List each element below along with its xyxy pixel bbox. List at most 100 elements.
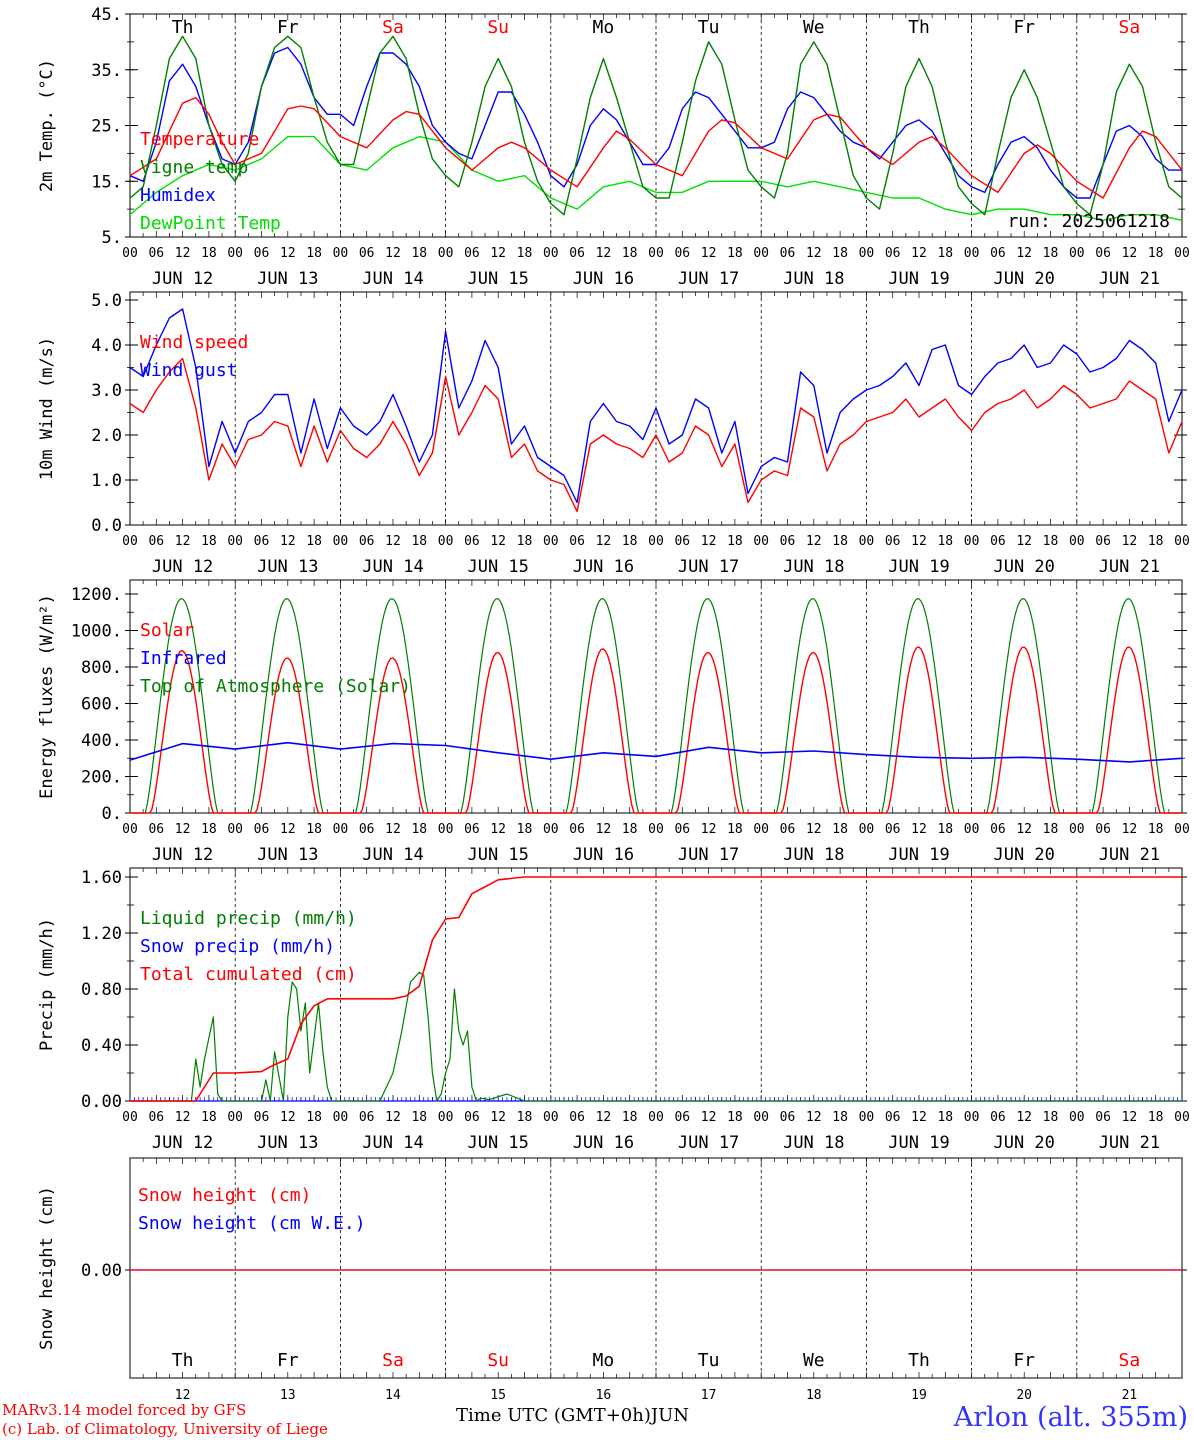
x-hour-tick-label: 12 xyxy=(175,246,191,261)
x-hour-tick-label: 00 xyxy=(543,246,559,261)
x-hour-tick-label: 12 xyxy=(385,246,401,261)
x-hour-tick-label: 06 xyxy=(674,822,690,837)
x-hour-tick-label: 12 xyxy=(701,822,717,837)
x-hour-tick-label: 12 xyxy=(701,534,717,549)
x-hour-tick-label: 00 xyxy=(122,822,138,837)
series-wind-gust xyxy=(129,308,1183,504)
y-tick-label: 0. xyxy=(102,804,122,824)
x-hour-tick-label: 12 xyxy=(490,246,506,261)
series-total-cumulated xyxy=(130,876,1182,1102)
day-number-label: 17 xyxy=(701,1388,717,1403)
x-hour-tick-label: 06 xyxy=(1095,534,1111,549)
x-date-label: JUN 16 xyxy=(573,1133,634,1153)
y-tick-label: 1.60 xyxy=(81,868,122,888)
x-date-label: JUN 20 xyxy=(993,557,1054,577)
legend-entry: Vigne temp xyxy=(140,157,248,178)
x-date-label: JUN 17 xyxy=(678,269,739,289)
x-date-label: JUN 12 xyxy=(152,557,213,577)
x-hour-tick-label: 18 xyxy=(832,822,848,837)
x-hour-tick-label: 00 xyxy=(859,822,875,837)
y-tick-label: 0.00 xyxy=(81,1092,122,1112)
series-temperature xyxy=(129,96,1183,199)
x-hour-tick-label: 06 xyxy=(885,1110,901,1125)
x-hour-tick-label: 06 xyxy=(148,1110,164,1125)
weekday-label: Th xyxy=(172,1350,194,1371)
x-hour-tick-label: 00 xyxy=(859,1110,875,1125)
x-date-label: JUN 16 xyxy=(573,557,634,577)
x-hour-tick-label: 06 xyxy=(254,534,270,549)
y-tick-label: 200. xyxy=(81,768,122,788)
x-hour-tick-label: 06 xyxy=(780,534,796,549)
x-hour-tick-label: 06 xyxy=(148,246,164,261)
x-hour-tick-label: 12 xyxy=(1122,246,1138,261)
x-date-label: JUN 17 xyxy=(678,557,739,577)
x-hour-tick-label: 00 xyxy=(227,1110,243,1125)
x-hour-tick-label: 12 xyxy=(701,1110,717,1125)
x-hour-tick-label: 12 xyxy=(175,822,191,837)
x-hour-tick-label: 12 xyxy=(806,1110,822,1125)
x-hour-tick-label: 06 xyxy=(674,1110,690,1125)
x-hour-tick-label: 12 xyxy=(701,246,717,261)
x-hour-tick-label: 12 xyxy=(1016,246,1032,261)
run-label: run: 2025061218 xyxy=(1007,211,1170,232)
x-date-label: JUN 19 xyxy=(888,845,949,865)
x-hour-tick-label: 06 xyxy=(569,534,585,549)
x-hour-tick-label: 18 xyxy=(306,534,322,549)
x-hour-tick-label: 12 xyxy=(175,534,191,549)
weekday-label: Fr xyxy=(277,17,299,38)
x-hour-tick-label: 12 xyxy=(1122,1110,1138,1125)
legend-entry: Humidex xyxy=(140,185,216,206)
x-date-label: JUN 18 xyxy=(783,845,844,865)
x-hour-tick-label: 06 xyxy=(464,1110,480,1125)
x-date-label: JUN 20 xyxy=(993,845,1054,865)
y-tick-label: 0.40 xyxy=(81,1036,122,1056)
y-axis-label: 10m Wind (m/s) xyxy=(37,337,57,480)
x-hour-tick-label: 12 xyxy=(280,534,296,549)
weekday-label: Tu xyxy=(698,1350,720,1371)
weekday-label: Sa xyxy=(1119,1350,1141,1371)
x-date-label: JUN 20 xyxy=(993,269,1054,289)
legend-entry: Liquid precip (mm/h) xyxy=(140,908,357,929)
x-hour-tick-label: 12 xyxy=(596,1110,612,1125)
x-hour-tick-label: 00 xyxy=(859,246,875,261)
day-number-label: 20 xyxy=(1016,1388,1032,1403)
panel-5: 0.00 Snow height (cm) Snow height (cm) Snow… xyxy=(37,1157,1187,1403)
x-hour-tick-label: 06 xyxy=(1095,822,1111,837)
y-tick-label: 5.0 xyxy=(91,291,122,311)
x-hour-tick-label: 12 xyxy=(1016,534,1032,549)
x-hour-tick-label: 12 xyxy=(490,822,506,837)
y-tick-label: 0.80 xyxy=(81,980,122,1000)
day-number-label: 14 xyxy=(385,1388,401,1403)
x-hour-tick-label: 06 xyxy=(359,1110,375,1125)
x-hour-tick-label: 18 xyxy=(727,534,743,549)
x-hour-tick-label: 06 xyxy=(569,1110,585,1125)
x-hour-tick-label: 00 xyxy=(543,534,559,549)
x-hour-tick-label: 00 xyxy=(438,822,454,837)
legend-entry: Total cumulated (cm) xyxy=(140,964,357,985)
panel-4: 0.00 0.40 0.80 1.20 1.60 Precip (mm/h) 00 06 12 1… xyxy=(37,867,1190,1153)
x-date-label: JUN 19 xyxy=(888,557,949,577)
x-hour-tick-label: 00 xyxy=(648,246,664,261)
x-hour-tick-label: 06 xyxy=(780,822,796,837)
x-date-label: JUN 13 xyxy=(257,1133,318,1153)
y-tick-label: 3.0 xyxy=(91,381,122,401)
x-hour-tick-label: 18 xyxy=(411,1110,427,1125)
x-hour-tick-label: 00 xyxy=(122,246,138,261)
x-hour-tick-label: 00 xyxy=(753,822,769,837)
x-hour-tick-label: 18 xyxy=(306,822,322,837)
weekday-label: Su xyxy=(487,1350,509,1371)
legend-entry: DewPoint Temp xyxy=(140,213,281,234)
x-hour-tick-label: 06 xyxy=(359,534,375,549)
y-axis-label: 2m Temp. (°C) xyxy=(37,59,57,192)
series-infrared xyxy=(129,741,1183,763)
x-hour-tick-label: 06 xyxy=(1095,246,1111,261)
legend-entry: Snow height (cm) xyxy=(138,1185,311,1206)
x-hour-tick-label: 06 xyxy=(1095,1110,1111,1125)
x-hour-tick-label: 06 xyxy=(464,822,480,837)
weekday-label: Sa xyxy=(1119,17,1141,38)
x-hour-tick-label: 18 xyxy=(201,534,217,549)
x-date-label: JUN 14 xyxy=(362,269,423,289)
legend-entry: Top of Atmosphere (Solar) xyxy=(140,676,411,697)
y-tick-label: 0.0 xyxy=(91,516,122,536)
